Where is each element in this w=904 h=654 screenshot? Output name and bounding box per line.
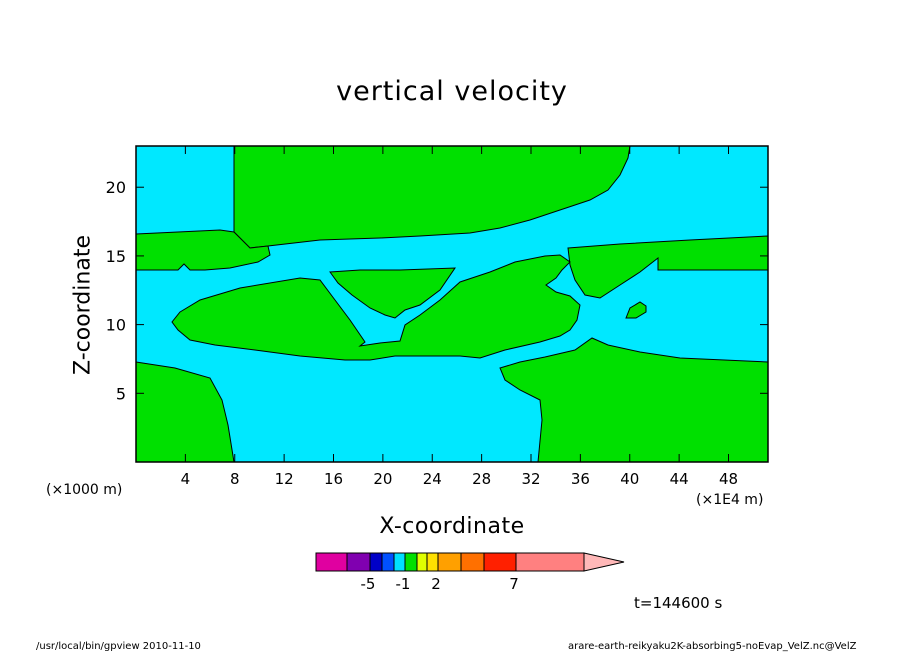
colorbar-label: -1 xyxy=(396,575,411,593)
colorbar: -5 -1 2 7 xyxy=(315,552,625,593)
colorbar-box-1 xyxy=(346,552,371,572)
x-tick-label: 32 xyxy=(521,470,540,488)
x-axis-unit-secondary: (×1E4 m) xyxy=(696,492,764,508)
y-axis-label: Z-coordinate xyxy=(70,235,96,375)
colorbar-arrow xyxy=(583,552,625,572)
positive-region-lower-left xyxy=(136,361,235,462)
positive-region-small-island xyxy=(625,301,647,319)
colorbar-box-9 xyxy=(460,552,485,572)
positive-region-right-upper xyxy=(567,235,768,299)
colorbar-box-7 xyxy=(426,552,439,572)
x-axis-label: X-coordinate xyxy=(379,514,525,539)
y-tick-label: 10 xyxy=(106,316,126,335)
colorbar-box-4 xyxy=(393,552,406,572)
colorbar-label: 7 xyxy=(509,575,519,593)
colorbar-box-2 xyxy=(369,552,383,572)
chart-title: vertical velocity xyxy=(336,76,568,107)
y-tick-label: 20 xyxy=(106,178,126,197)
colorbar-label: -5 xyxy=(361,575,376,593)
x-tick-label: 48 xyxy=(719,470,738,488)
x-axis-unit: (×1000 m) xyxy=(46,482,123,498)
positive-region-inner-cap xyxy=(329,267,456,319)
x-tick-label: 12 xyxy=(275,470,294,488)
x-tick-label: 20 xyxy=(373,470,392,488)
plot-frame xyxy=(135,145,769,463)
x-tick-label: 8 xyxy=(230,470,240,488)
colorbar-label: 2 xyxy=(431,575,441,593)
x-tick-label: 24 xyxy=(423,470,442,488)
footer-left: /usr/local/bin/gpview 2010-11-10 xyxy=(36,641,201,652)
plot-area xyxy=(136,146,768,462)
colorbar-box-8 xyxy=(437,552,462,572)
colorbar-box-6 xyxy=(416,552,428,572)
positive-region-middle-band xyxy=(171,254,581,361)
x-tick-label: 16 xyxy=(324,470,343,488)
positive-region-upper-left xyxy=(136,229,271,271)
x-tick-label: 40 xyxy=(620,470,639,488)
x-tick-label: 44 xyxy=(670,470,689,488)
colorbar-box-10 xyxy=(483,552,517,572)
y-tick-label: 15 xyxy=(106,247,126,266)
colorbar-box-0 xyxy=(315,552,348,572)
colorbar-box-11 xyxy=(515,552,585,572)
colorbar-box-3 xyxy=(381,552,395,572)
contour-regions xyxy=(136,146,768,462)
x-tick-label: 36 xyxy=(571,470,590,488)
footer-right: arare-earth-reikyaku2K-absorbing5-noEvap… xyxy=(568,641,857,652)
positive-region-lower-right xyxy=(499,337,768,462)
time-label: t=144600 s xyxy=(634,594,723,612)
x-tick-label: 28 xyxy=(472,470,491,488)
x-tick-label: 4 xyxy=(181,470,191,488)
colorbar-box-5 xyxy=(404,552,418,572)
y-tick-label: 5 xyxy=(116,384,126,403)
